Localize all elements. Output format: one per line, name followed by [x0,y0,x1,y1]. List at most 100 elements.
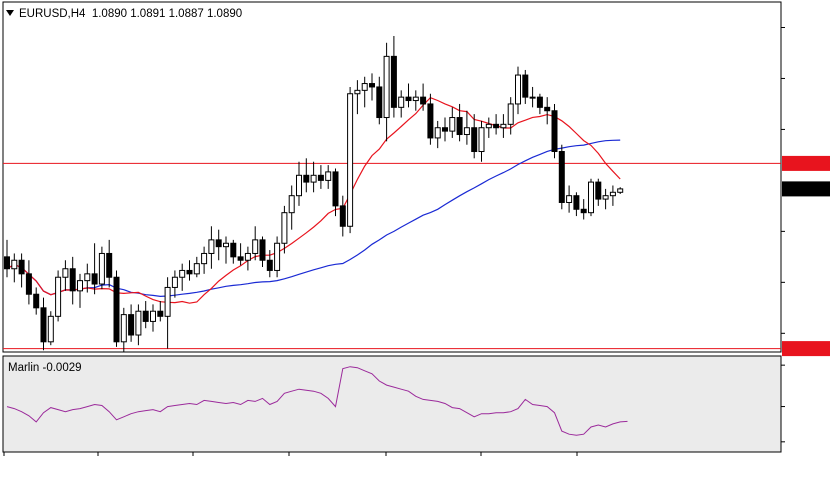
candles [4,35,624,352]
candle-body [193,263,200,275]
candle-body [551,110,558,153]
candle-body [142,310,149,322]
candle-body [536,96,543,108]
candle-body [339,205,346,227]
candle-body [223,242,229,248]
candle-body [259,239,266,261]
candle-body [463,127,470,136]
candle-body [405,96,412,102]
candle-body [485,123,492,129]
candle-body [602,195,609,200]
candle-body [420,96,427,105]
candle-body [442,127,448,132]
candle-body [325,171,332,181]
candle-body [609,191,616,197]
candle-body [376,86,383,119]
horizontal-lines [3,162,781,350]
candle-body [230,242,237,258]
candle-body [33,293,40,309]
candle-body [150,310,156,322]
candle-body [303,174,310,183]
candle-body [522,74,529,98]
candle-body [84,273,91,282]
candle-body [507,103,514,125]
candle-body [69,268,76,292]
candle-body [40,307,47,343]
candle-body [47,315,54,343]
candle-body [18,259,25,275]
candle-body [91,273,98,285]
ma-fast-line [6,96,621,304]
candle-body [500,123,507,129]
candle-body [354,89,361,95]
candle-body [573,195,580,210]
time-axis [3,452,578,456]
candle-body [77,280,83,292]
candle-body [317,174,324,181]
candle-body [113,276,120,343]
candle-body [383,55,390,119]
candle-body [617,188,624,193]
candle-body [515,74,521,105]
candle-body [274,242,281,271]
candle-body [529,96,536,99]
candle-body [310,174,317,183]
candle-body [62,268,69,278]
candle-body [544,106,551,112]
candle-body [449,117,456,132]
candle-body [106,252,113,278]
candle-body [427,103,434,139]
candle-body [369,83,375,88]
price-axis [781,26,830,357]
candle-body [252,239,259,254]
candle-body [135,310,142,336]
candle-body [296,174,302,197]
candle-body [186,269,193,275]
candle-body [588,181,594,214]
candle-body [412,96,419,102]
candle-body [471,127,478,153]
candle-body [347,93,354,227]
candle-body [11,259,18,270]
candle-body [390,55,397,108]
candle-body [281,212,288,244]
candle-body [558,151,565,203]
dropdown-triangle-icon[interactable] [6,10,14,16]
oscillator [6,366,628,436]
candle-body [4,256,10,270]
candle-body [266,259,273,271]
candle-body [157,310,164,317]
candle-body [580,208,587,214]
indicator-panel[interactable] [2,355,782,453]
candle-body [120,314,127,343]
current-price-tag [782,181,830,197]
candle-body [215,239,222,248]
candle-body [478,127,485,153]
candle-body [456,117,463,136]
hline-price-tag [782,155,830,171]
candle-body [566,195,573,203]
marlin-line [6,366,628,436]
candle-body [493,123,500,129]
candle-body [288,195,295,214]
candle-body [244,252,251,261]
candle-body [164,286,171,317]
candle-body [237,256,244,261]
candle-body [208,239,215,254]
candle-body [98,252,105,285]
hline-price-tag [782,341,830,357]
candle-body [25,273,32,295]
candle-body [55,276,62,317]
candle-body [201,252,208,265]
candle-body [398,96,405,108]
candle-body [128,314,135,336]
candle-body [332,171,339,207]
candle-body [179,269,186,278]
candle-body [434,127,441,139]
oscillator-axis [781,364,785,443]
candle-body [171,276,178,288]
indicator-label: Marlin -0.0029 [8,362,82,374]
symbol-header: EURUSD,H4 1.0890 1.0891 1.0887 1.0890 [19,8,242,20]
price-panel[interactable] [2,1,782,353]
